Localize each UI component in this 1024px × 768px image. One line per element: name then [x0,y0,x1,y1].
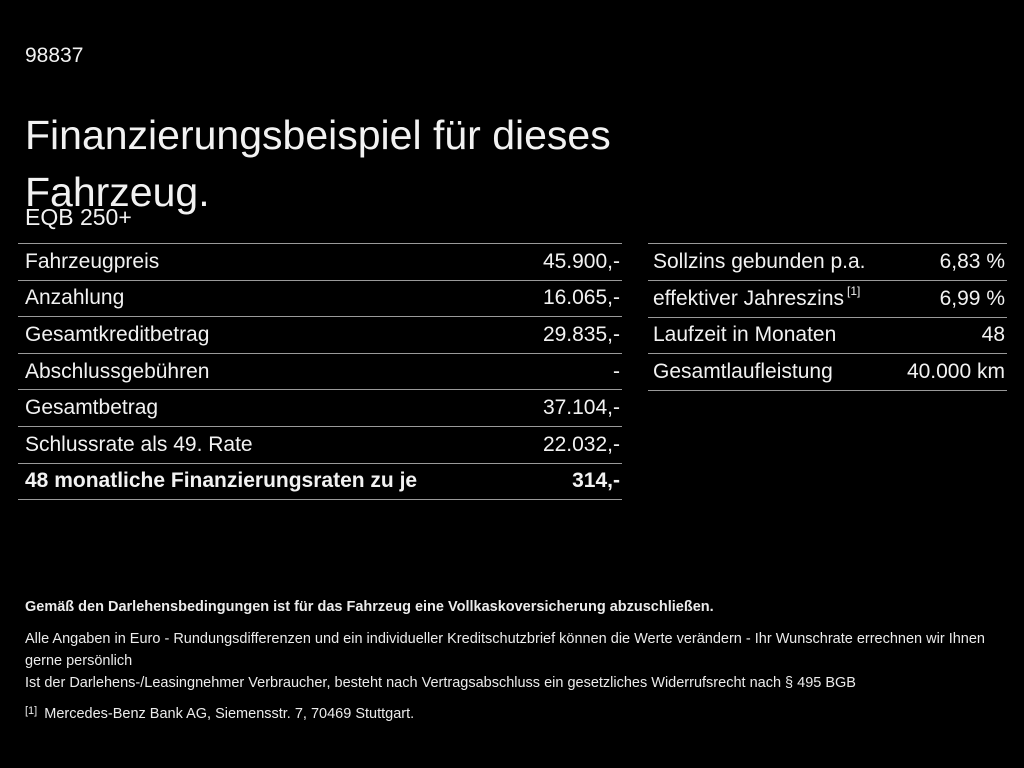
footnote-text: Mercedes-Benz Bank AG, Siemensstr. 7, 70… [44,706,415,722]
table-row: Gesamtkreditbetrag 29.835,- [18,316,622,353]
table-row: Laufzeit in Monaten 48 [648,316,1007,354]
disclaimer-line: Alle Angaben in Euro - Rundungsdifferenz… [25,631,985,669]
row-value: - [613,359,620,383]
row-label: Anzahlung [25,286,125,310]
table-row: Schlussrate als 49. Rate 22.032,- [18,425,622,463]
footnote-marker: [1] [25,705,38,717]
row-label: Sollzins gebunden p.a. [653,249,866,273]
row-label: Schlussrate als 49. Rate [25,432,253,456]
row-value: 6,99 % [939,286,1005,310]
row-value: 6,83 % [939,249,1005,273]
row-label: 48 monatliche Finanzierungsraten zu je [25,469,418,493]
row-label: Laufzeit in Monaten [653,323,837,347]
row-value: 40.000 km [906,360,1005,384]
row-label: Fahrzeugpreis [25,249,160,273]
page-title: Finanzierungsbeispiel für dieses Fahrzeu… [25,112,611,216]
document-number: 98837 [25,44,84,67]
table-row: Fahrzeugpreis 45.900,- [18,243,622,280]
row-value: 45.900,- [542,249,620,273]
row-value: 37.104,- [542,396,620,420]
footnote-reference: [1] [847,284,861,299]
insurance-note: Gemäß den Darlehensbedingungen ist für d… [25,599,714,615]
row-value: 22.032,- [542,432,620,456]
row-value: 29.835,- [542,322,620,346]
table-row: Abschlussgebühren - [18,352,622,390]
row-label: Gesamtlaufleistung [653,360,833,384]
table-row: Anzahlung 16.065,- [18,279,622,317]
row-value: 16.065,- [542,286,620,310]
table-row: Gesamtbetrag 37.104,- [18,389,622,426]
legal-footnotes: Gemäß den Darlehensbedingungen ist für d… [25,596,1004,726]
table-row: Gesamtlaufleistung 40.000 km [648,353,1007,390]
row-label: Abschlussgebühren [25,359,210,383]
vehicle-model: EQB 250+ [25,204,132,230]
table-row: effektiver Jahreszins [1] 6,99 % [648,279,1007,317]
table-row: Sollzins gebunden p.a. 6,83 % [648,243,1007,280]
row-value: 48 [981,323,1005,347]
table-row-monthly-rate: 48 monatliche Finanzierungsraten zu je 3… [18,462,622,500]
disclaimer-line: Ist der Darlehens-/Leasingnehmer Verbrau… [25,675,856,691]
financing-table: Fahrzeugpreis 45.900,- Anzahlung 16.065,… [18,243,622,501]
row-label: effektiver Jahreszins [1] [653,284,861,311]
row-label: Gesamtbetrag [25,396,159,420]
conditions-table: Sollzins gebunden p.a. 6,83 % effektiver… [648,243,1007,391]
footnote-source: [1] Mercedes-Benz Bank AG, Siemensstr. 7,… [25,703,1004,726]
row-label: Gesamtkreditbetrag [25,322,210,346]
row-value: 314,- [572,469,620,493]
